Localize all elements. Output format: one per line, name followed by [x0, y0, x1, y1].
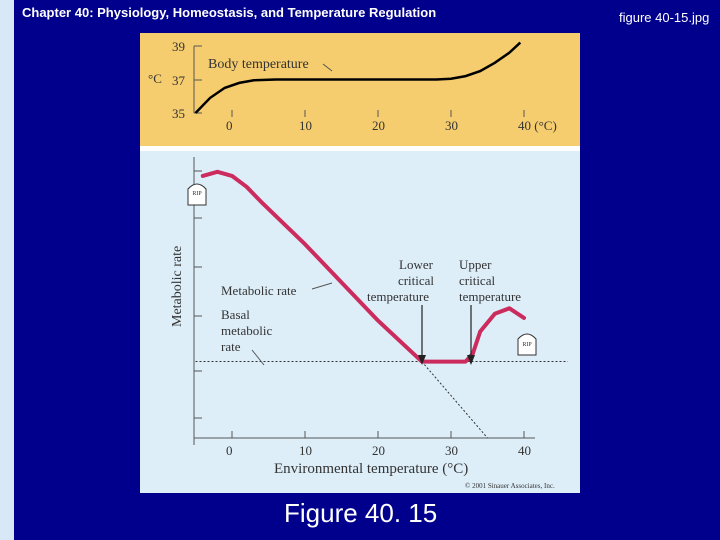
top-x-tick-label: 30 — [445, 118, 458, 133]
basal-label-line1: Basal — [221, 307, 250, 322]
bottom-x-tick-label: 10 — [299, 443, 312, 458]
body-temperature-label: Body temperature — [208, 57, 309, 72]
metabolic-rate-curve — [200, 169, 526, 364]
metabolic-rate-annotation: Metabolic rate — [221, 283, 297, 298]
image-filename: figure 40-15.jpg — [619, 10, 710, 25]
figure-svg: °C 39 37 35 0 10 20 30 40 (°C) Body temperat… — [140, 33, 580, 493]
bottom-x-tick-label: 30 — [445, 443, 458, 458]
slide-header: Chapter 40: Physiology, Homeostasis, and… — [22, 5, 437, 20]
figure-caption: Figure 40. 15 — [284, 498, 438, 528]
metabolic-rate-axis-label: Metabolic rate — [170, 246, 185, 327]
top-x-tick-label: 0 — [226, 118, 233, 133]
body-temperature-curve — [194, 41, 522, 114]
left-margin — [0, 0, 14, 540]
upper-critical-line2: critical — [459, 273, 495, 288]
metabolic-rate-leader — [311, 282, 333, 290]
top-y-axis — [193, 45, 202, 114]
body-temperature-leader — [322, 63, 333, 72]
top-x-tick-label: 40 (°C) — [518, 118, 557, 133]
top-y-label: °C — [148, 71, 162, 86]
tombstone-left: RIP — [187, 183, 207, 206]
top-panel-bg — [140, 33, 580, 146]
figure-panel: °C 39 37 35 0 10 20 30 40 (°C) Body temperat… — [140, 33, 580, 493]
top-x-tick-label: 10 — [299, 118, 312, 133]
tombstone-right: RIP — [517, 333, 537, 356]
copyright-notice: © 2001 Sinauer Associates, Inc. — [465, 482, 555, 490]
upper-critical-arrow — [467, 305, 475, 365]
basal-rate-leader — [251, 349, 265, 366]
top-y-tick-35: 35 — [172, 106, 185, 121]
lower-critical-line1: Lower — [399, 257, 434, 272]
lower-critical-line3: temperature — [367, 289, 429, 304]
basal-label-line2: metabolic — [221, 323, 272, 338]
bottom-x-tick-label: 20 — [372, 443, 385, 458]
lower-critical-line2: critical — [398, 273, 434, 288]
top-y-tick-39: 39 — [172, 39, 185, 54]
environmental-temperature-label: Environmental temperature (°C) — [274, 461, 468, 477]
top-x-tick-label: 20 — [372, 118, 385, 133]
upper-critical-line3: temperature — [459, 289, 521, 304]
basal-label-line3: rate — [221, 339, 241, 354]
lower-critical-arrow — [418, 305, 426, 365]
upper-critical-line1: Upper — [459, 257, 492, 272]
bottom-x-tick-label: 40 — [518, 443, 531, 458]
top-y-tick-37: 37 — [172, 73, 186, 88]
metabolic-extrapolation-line — [421, 361, 488, 439]
bottom-x-axis: 0 10 20 30 40 — [226, 431, 531, 458]
tombstone-right-text: RIP — [522, 342, 532, 348]
bottom-x-tick-label: 0 — [226, 443, 233, 458]
top-x-axis: 0 10 20 30 40 (°C) — [226, 110, 557, 133]
tombstone-left-text: RIP — [192, 191, 202, 197]
bottom-panel-bg — [140, 151, 580, 493]
